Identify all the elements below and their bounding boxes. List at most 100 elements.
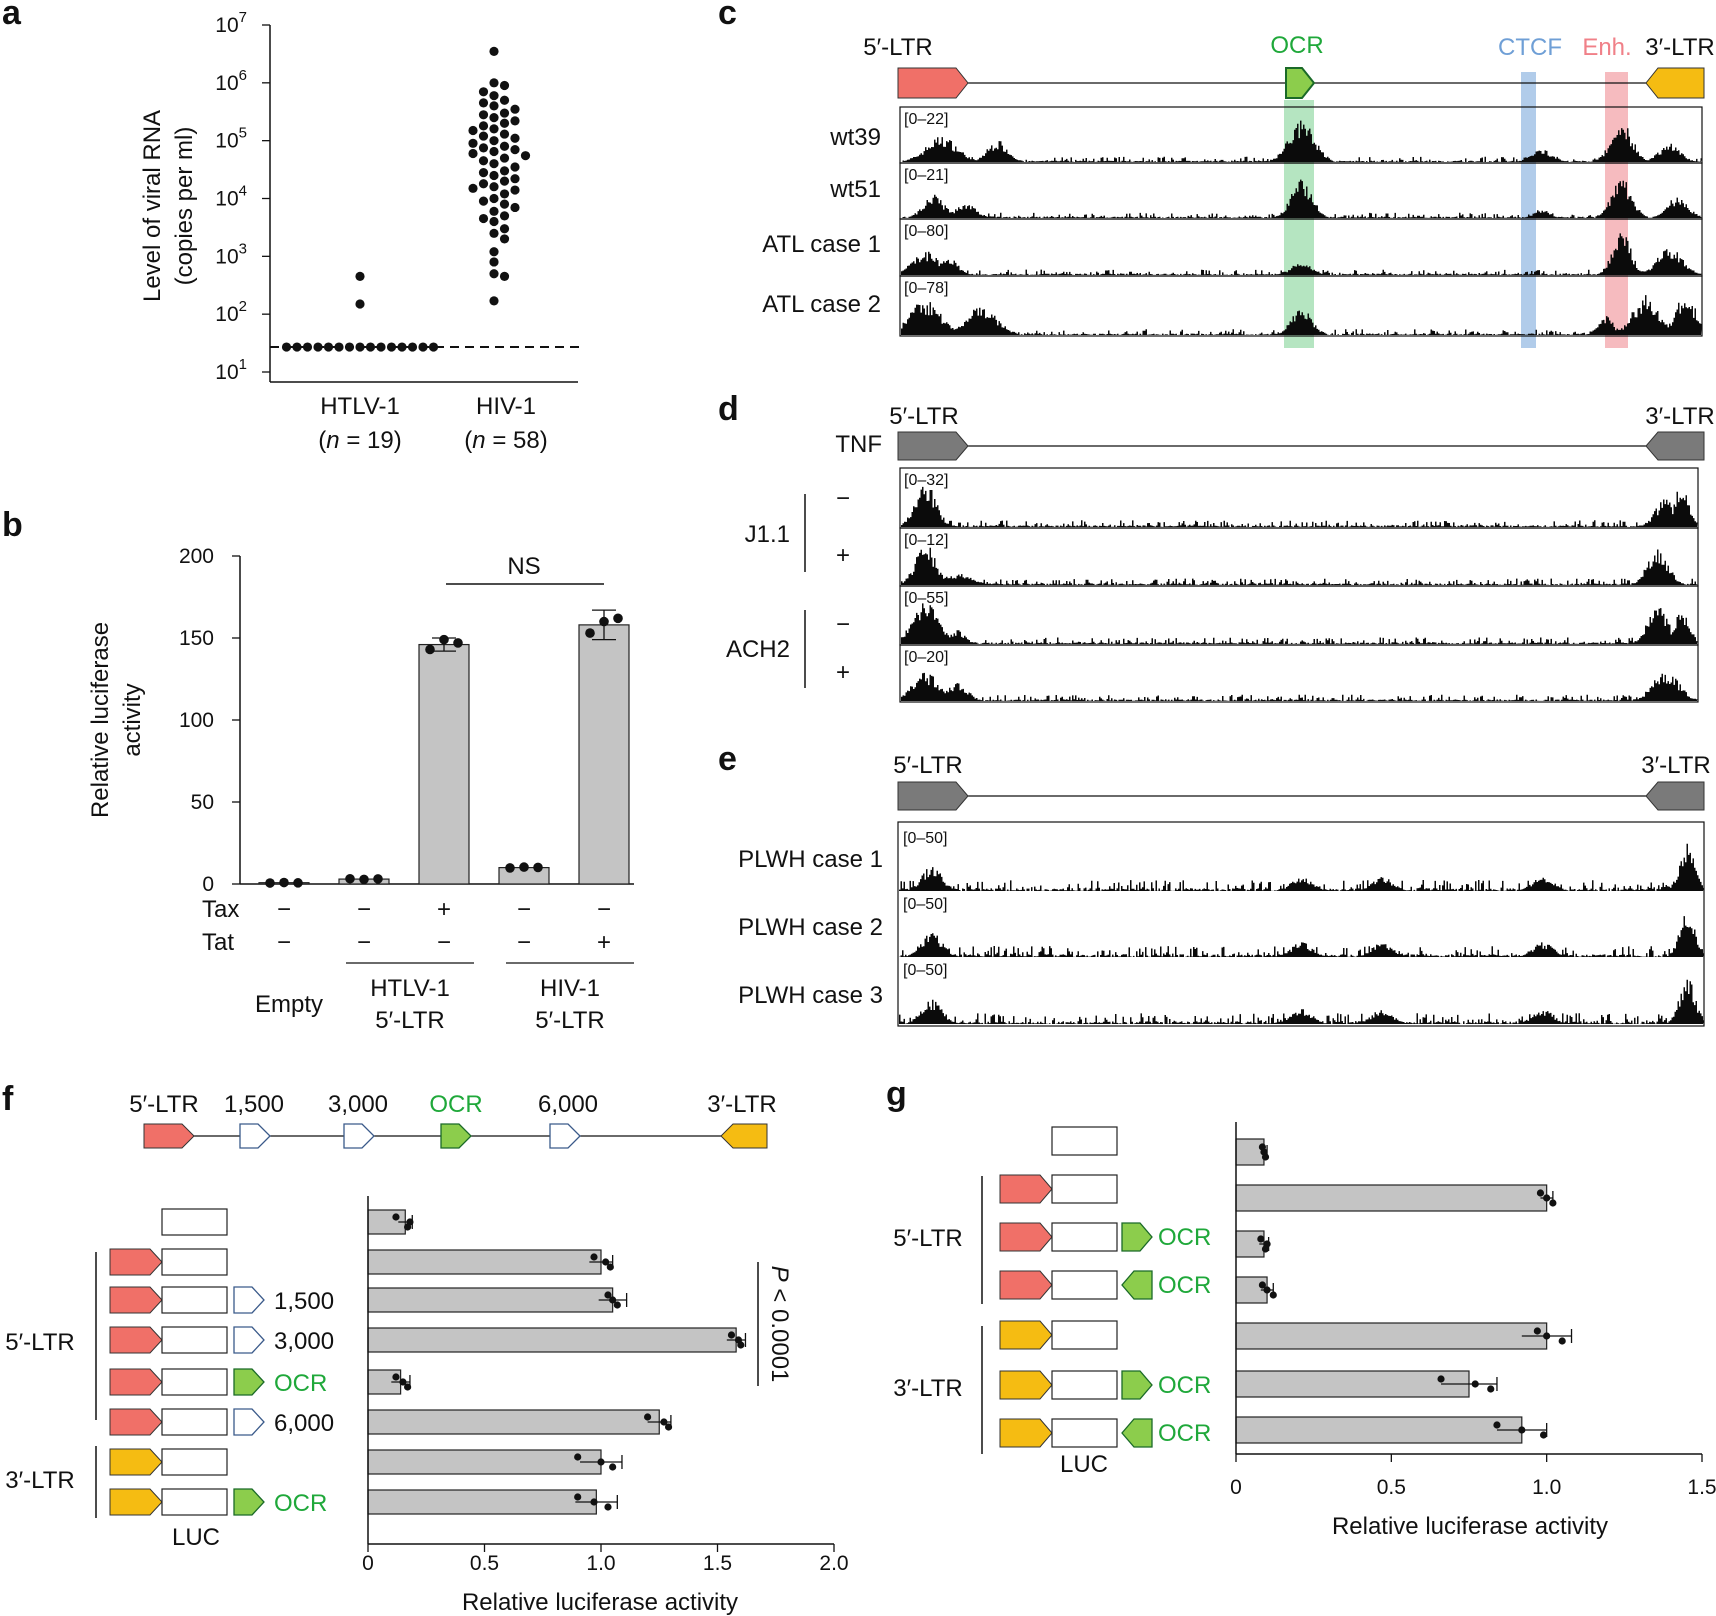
d-track-coverage	[901, 603, 1698, 644]
d-group-j11: J1.1	[745, 521, 790, 548]
a-ylabel-line1: Level of viral RNA	[139, 110, 166, 302]
f-point	[727, 1331, 736, 1339]
a-point-hiv	[489, 269, 499, 279]
g-bar	[1235, 1184, 1548, 1212]
f-construct-ltr-arrow	[109, 1408, 163, 1436]
panel-d: 5′-LTR 3′-LTR TNF J1.1 ACH2 [0–32] − [0–12…	[726, 403, 1715, 703]
b-point	[505, 863, 515, 873]
g-group-3ltr: 3′-LTR	[893, 1375, 962, 1402]
f-xlabel: Relative luciferase activity	[462, 1589, 738, 1616]
panel-label-f: f	[2, 1080, 14, 1118]
c-track-name: wt51	[829, 176, 881, 203]
a-point-htlv	[407, 342, 418, 352]
a-point-hiv	[510, 104, 520, 114]
a-point-htlv	[376, 342, 386, 352]
f-bar	[367, 1249, 602, 1275]
c-ltr3-label: 3′-LTR	[1645, 34, 1714, 61]
a-point-hiv	[499, 141, 510, 151]
g-point	[1437, 1375, 1445, 1383]
a-point-hiv	[510, 185, 520, 195]
f-bar	[367, 1287, 614, 1313]
f-point	[597, 1458, 605, 1466]
a-point-htlv	[302, 342, 313, 352]
b-point	[613, 613, 623, 624]
panel-f: 5′-LTR 1,500 3,000 OCR 6,000 3′-LTR 1,50…	[5, 1091, 848, 1616]
g-xlabel: Relative luciferase activity	[1332, 1513, 1608, 1540]
f-construct-insert-label: 3,000	[274, 1328, 334, 1355]
a-point-htlv	[386, 342, 397, 352]
g-construct-luc-box	[1051, 1320, 1118, 1350]
b-tat-sign: +	[597, 929, 611, 956]
f-point	[392, 1213, 400, 1221]
c-track-name: ATL case 2	[762, 291, 881, 318]
panel-label-d: d	[718, 390, 739, 428]
e-track-coverage	[899, 843, 1705, 891]
b-group-hiv-l1: HIV-1	[540, 975, 600, 1002]
a-point-hiv	[489, 193, 499, 204]
g-point	[1487, 1385, 1495, 1393]
c-ltr5-arrow	[897, 67, 969, 99]
a-n-label-htlv: (n = 19)	[318, 427, 401, 454]
a-point-hiv	[489, 159, 499, 169]
a-point-hiv	[489, 124, 499, 134]
d-track-coverage	[901, 486, 1698, 527]
b-point	[585, 628, 595, 638]
c-track-range: [0–78]	[904, 280, 948, 297]
a-point-hiv	[478, 196, 489, 206]
g-bar	[1235, 1138, 1265, 1166]
b-point	[359, 874, 369, 885]
a-point-htlv	[355, 299, 365, 309]
f-point	[404, 1383, 412, 1391]
g-construct-ocr-label: OCR	[1158, 1420, 1211, 1447]
b-tat-sign: −	[437, 929, 451, 956]
a-point-hiv	[489, 206, 499, 216]
f-point	[399, 1378, 407, 1386]
d-track-coverage	[901, 672, 1698, 701]
b-point	[293, 878, 303, 888]
a-point-htlv	[365, 342, 376, 352]
f-header-1500: 1,500	[224, 1091, 284, 1118]
g-point	[1263, 1286, 1271, 1294]
a-point-hiv	[478, 179, 489, 189]
g-point	[1558, 1337, 1566, 1345]
f-construct-insert-arrow	[233, 1408, 265, 1436]
a-point-hiv	[499, 189, 510, 199]
b-tax-sign: −	[597, 896, 611, 923]
f-bar	[367, 1327, 737, 1353]
d-ltr5-arrow	[897, 431, 969, 461]
b-tat-row-label: Tat	[202, 929, 234, 956]
g-point	[1543, 1332, 1551, 1340]
f-point	[737, 1341, 745, 1349]
g-construct-luc-box	[1051, 1270, 1118, 1300]
g-point	[1543, 1194, 1551, 1202]
b-point	[425, 644, 435, 655]
c-ctcf-label: CTCF	[1498, 34, 1562, 61]
c-track-frame	[899, 275, 1703, 337]
b-tax-sign: −	[517, 896, 531, 923]
g-construct-luc-box	[1051, 1222, 1118, 1252]
c-track-range: [0–22]	[904, 111, 948, 128]
d-track-frame	[899, 644, 1699, 703]
a-point-hiv	[520, 151, 531, 161]
g-point	[1536, 1189, 1545, 1197]
b-group-htlv-l1: HTLV-1	[370, 975, 450, 1002]
a-ytick-label: 104	[215, 183, 247, 211]
a-point-hiv	[499, 118, 510, 128]
d-track-frame	[899, 527, 1699, 587]
b-tax-sign: −	[277, 896, 291, 923]
b-tax-sign: −	[357, 896, 371, 923]
a-point-htlv	[313, 342, 323, 352]
g-point	[1471, 1380, 1479, 1388]
g-point	[1518, 1426, 1526, 1434]
a-point-hiv	[499, 95, 510, 105]
e-ltr5-arrow	[897, 781, 969, 811]
a-point-hiv	[478, 143, 489, 153]
c-track-coverage	[901, 120, 1702, 162]
a-point-hiv	[489, 91, 499, 101]
c-track-range: [0–80]	[904, 223, 948, 240]
f-construct-insert-label: OCR	[274, 1490, 327, 1517]
g-construct-ocr-label: OCR	[1158, 1272, 1211, 1299]
f-point	[602, 1258, 610, 1266]
f-construct-ltr-arrow	[109, 1368, 163, 1396]
